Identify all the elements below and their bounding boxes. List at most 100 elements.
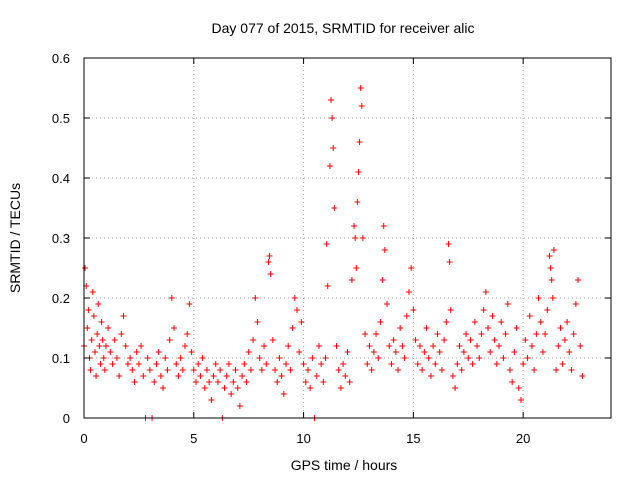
- data-point: [188, 349, 195, 355]
- data-point: [438, 367, 445, 373]
- data-point: [89, 289, 96, 295]
- data-point: [513, 325, 520, 331]
- data-point: [454, 361, 461, 367]
- data-point: [434, 331, 441, 337]
- data-point: [467, 337, 474, 343]
- data-point: [370, 349, 377, 355]
- data-point: [570, 331, 577, 337]
- data-point: [358, 103, 365, 109]
- data-point: [285, 343, 292, 349]
- data-point: [289, 325, 296, 331]
- data-point: [296, 349, 303, 355]
- data-point: [425, 355, 432, 361]
- data-point: [379, 277, 386, 283]
- data-point: [206, 379, 213, 385]
- data-point: [256, 355, 263, 361]
- data-point: [223, 373, 230, 379]
- data-point: [140, 373, 147, 379]
- data-point: [502, 331, 509, 337]
- data-point: [355, 169, 362, 175]
- data-point: [302, 379, 309, 385]
- data-point: [550, 247, 557, 253]
- data-point: [269, 337, 276, 343]
- data-point: [547, 265, 554, 271]
- data-point: [579, 373, 586, 379]
- data-point: [340, 361, 347, 367]
- data-point: [392, 349, 399, 355]
- chart-title: Day 077 of 2015, SRMTID for receiver ali…: [212, 20, 475, 36]
- data-point: [480, 307, 487, 313]
- data-point: [419, 367, 426, 373]
- data-point: [212, 361, 219, 367]
- data-point: [243, 379, 250, 385]
- data-point: [326, 163, 333, 169]
- data-point: [443, 319, 450, 325]
- data-point: [252, 295, 259, 301]
- data-point: [511, 349, 518, 355]
- data-point: [105, 325, 112, 331]
- data-point: [88, 337, 95, 343]
- x-tick-label: 15: [406, 431, 420, 446]
- data-point: [449, 373, 456, 379]
- data-point: [441, 337, 448, 343]
- data-point: [263, 361, 270, 367]
- data-point: [304, 367, 311, 373]
- data-point: [478, 331, 485, 337]
- data-point: [465, 355, 472, 361]
- data-point: [120, 313, 127, 319]
- data-point: [368, 367, 375, 373]
- data-point: [329, 115, 336, 121]
- data-point: [113, 355, 120, 361]
- data-point: [197, 373, 204, 379]
- data-point: [109, 361, 116, 367]
- data-point: [118, 331, 125, 337]
- y-tick-label: 0.3: [52, 231, 70, 246]
- data-point: [373, 331, 380, 337]
- data-point: [160, 385, 167, 391]
- data-point: [544, 307, 551, 313]
- data-point: [557, 325, 564, 331]
- data-point: [471, 319, 478, 325]
- data-point: [82, 265, 89, 271]
- x-tick-label: 10: [296, 431, 310, 446]
- data-point: [293, 307, 300, 313]
- data-point: [307, 385, 314, 391]
- data-point: [493, 361, 500, 367]
- data-point: [171, 325, 178, 331]
- data-point: [375, 355, 382, 361]
- data-point: [362, 331, 369, 337]
- data-point: [214, 379, 221, 385]
- data-point: [397, 325, 404, 331]
- data-point: [313, 373, 320, 379]
- data-point: [403, 313, 410, 319]
- x-tick-label: 5: [190, 431, 197, 446]
- data-point: [509, 379, 516, 385]
- data-point: [144, 355, 151, 361]
- data-point: [489, 313, 496, 319]
- data-point: [298, 319, 305, 325]
- data-point: [261, 343, 268, 349]
- data-point: [87, 367, 94, 373]
- data-point: [245, 349, 252, 355]
- data-point: [208, 397, 215, 403]
- data-point: [377, 319, 384, 325]
- data-point: [98, 319, 105, 325]
- data-point: [258, 367, 265, 373]
- data-point: [247, 367, 254, 373]
- data-point: [146, 367, 153, 373]
- data-point: [179, 367, 186, 373]
- data-point: [526, 313, 533, 319]
- data-point: [138, 343, 145, 349]
- data-point: [94, 331, 101, 337]
- y-tick-label: 0.4: [52, 171, 70, 186]
- data-point: [151, 379, 158, 385]
- data-point: [456, 343, 463, 349]
- data-point: [395, 367, 402, 373]
- data-point: [386, 343, 393, 349]
- data-point: [127, 355, 134, 361]
- data-point: [131, 379, 138, 385]
- data-point: [482, 289, 489, 295]
- data-point: [498, 319, 505, 325]
- data-point: [577, 343, 584, 349]
- data-point: [320, 379, 327, 385]
